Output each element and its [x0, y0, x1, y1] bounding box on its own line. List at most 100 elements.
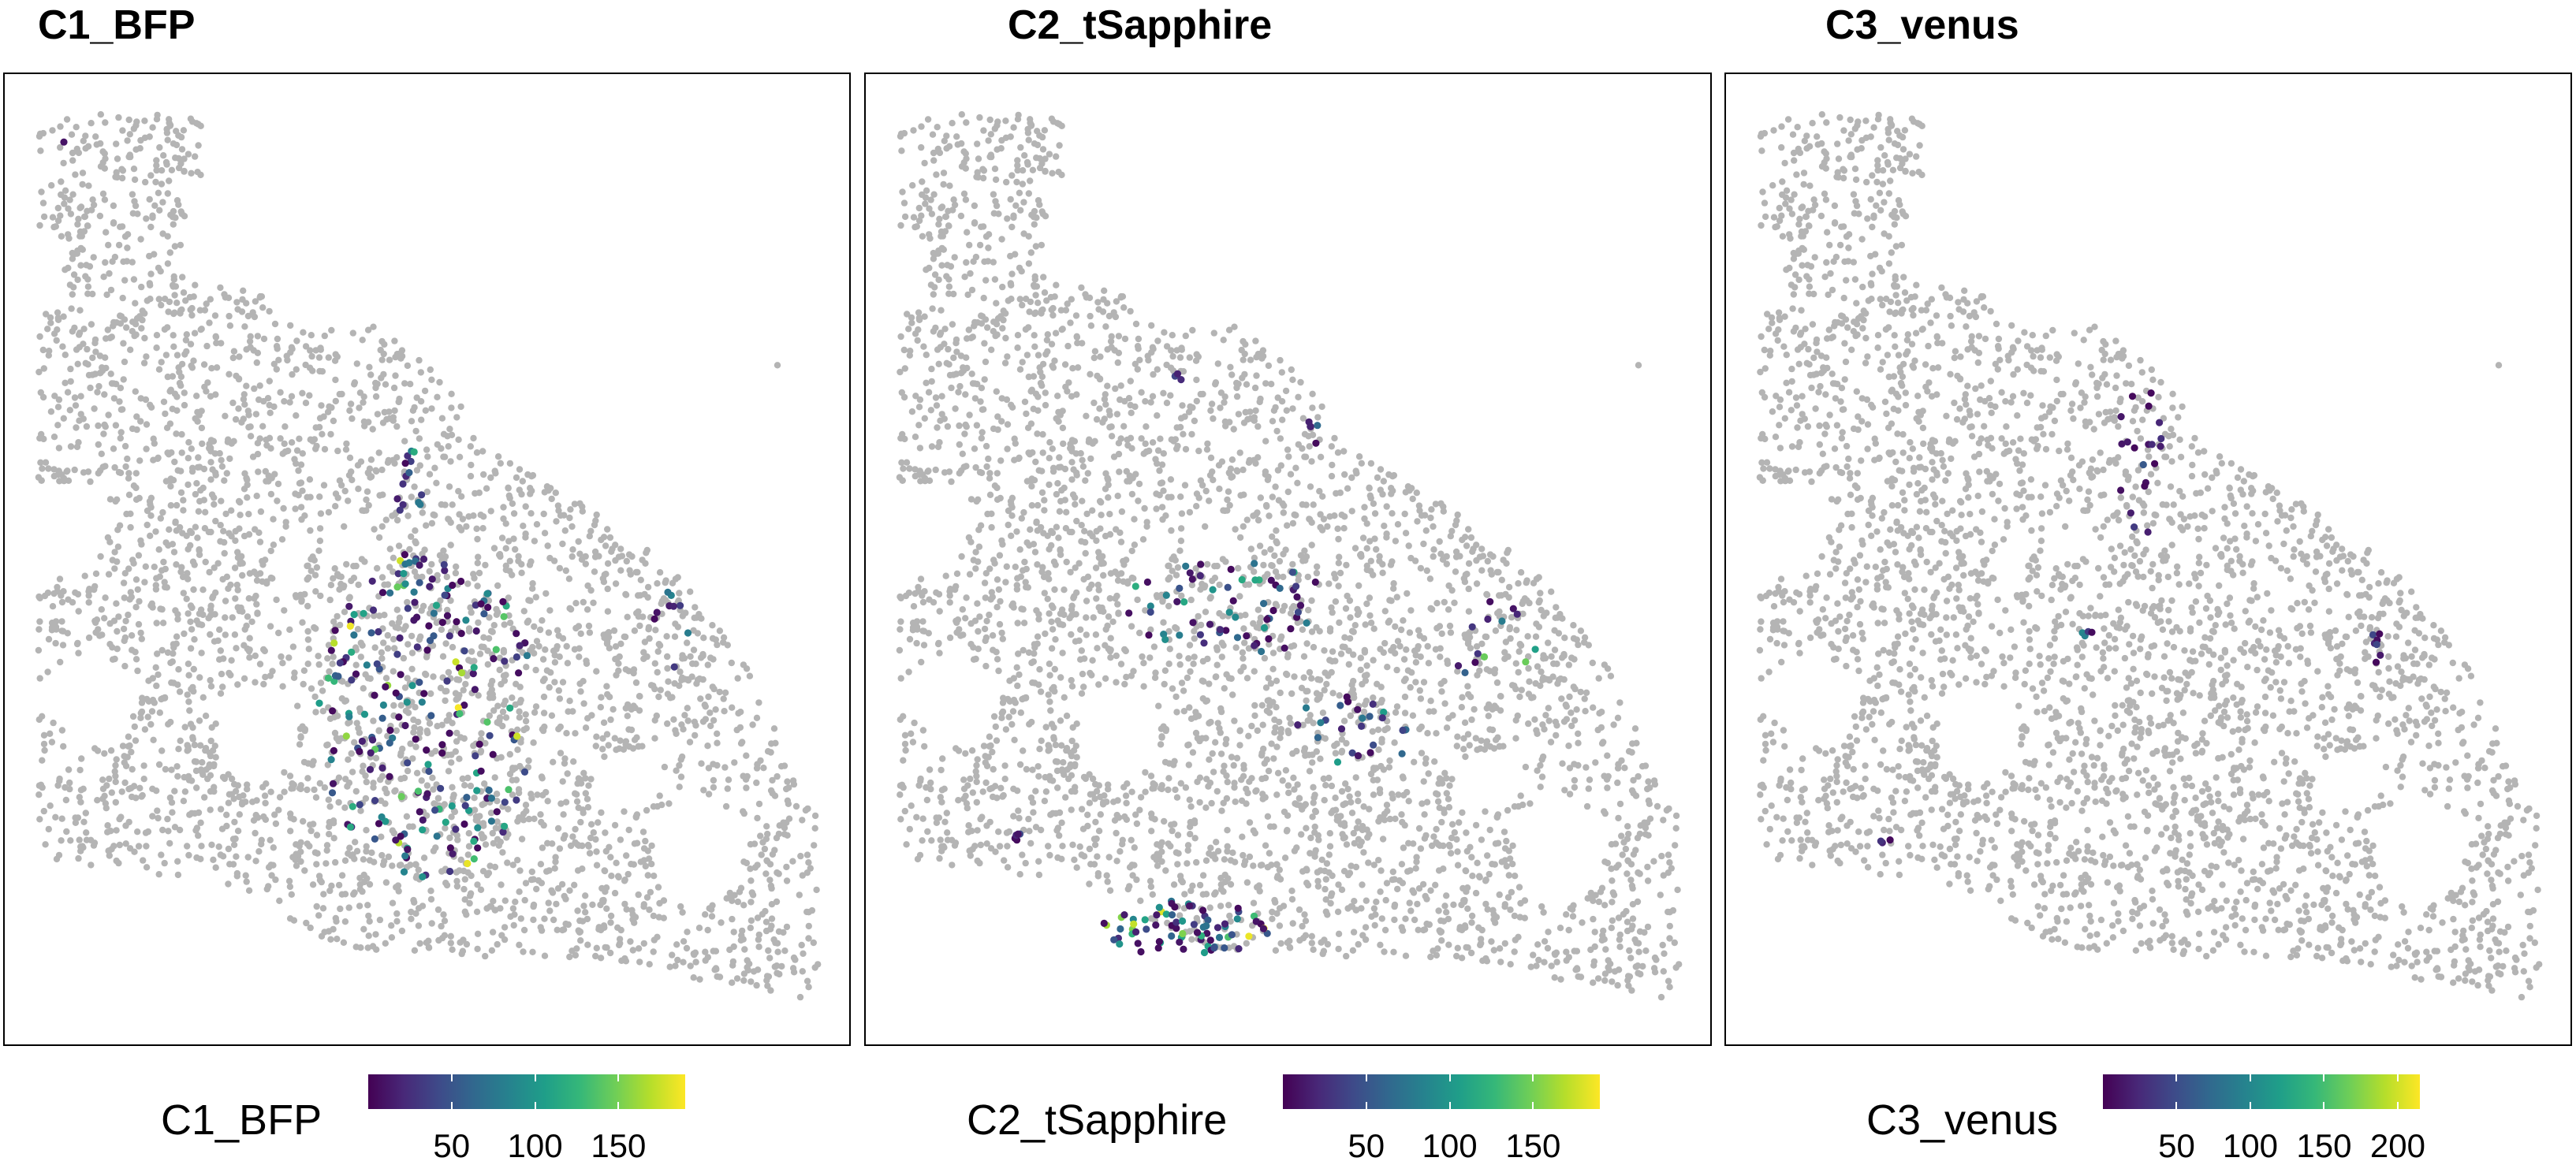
- background-point: [990, 713, 998, 720]
- background-point: [1079, 463, 1087, 470]
- background-point: [352, 944, 360, 951]
- background-point: [465, 830, 472, 837]
- background-point: [1035, 858, 1042, 865]
- background-point: [616, 941, 623, 949]
- background-point: [1114, 359, 1121, 367]
- background-point: [341, 918, 349, 925]
- background-point: [233, 299, 240, 306]
- background-point: [275, 356, 282, 363]
- background-point: [697, 695, 704, 702]
- expression-point: [513, 796, 520, 804]
- background-point: [1025, 190, 1032, 197]
- background-point: [121, 316, 129, 323]
- background-point: [36, 675, 43, 682]
- background-point: [986, 733, 993, 740]
- background-point: [1281, 854, 1289, 862]
- background-point: [185, 698, 192, 705]
- background-point: [455, 676, 463, 683]
- background-point: [1025, 260, 1033, 267]
- background-point: [654, 648, 662, 655]
- background-point: [592, 952, 599, 960]
- background-point: [938, 798, 945, 806]
- background-point: [332, 351, 339, 358]
- background-point: [1322, 885, 1329, 893]
- background-point: [1284, 782, 1292, 789]
- background-point: [498, 932, 505, 939]
- background-point: [447, 932, 454, 940]
- background-point: [1014, 620, 1021, 627]
- expression-point: [445, 729, 453, 737]
- background-point: [810, 939, 817, 947]
- background-point: [632, 914, 639, 921]
- background-point: [616, 653, 623, 661]
- background-point: [280, 504, 287, 512]
- background-point: [949, 207, 956, 214]
- background-point: [246, 337, 254, 345]
- background-point: [404, 767, 412, 775]
- expression-point: [474, 844, 482, 852]
- background-point: [684, 717, 692, 724]
- background-point: [162, 583, 169, 591]
- background-point: [1068, 737, 1076, 745]
- background-point: [423, 488, 431, 496]
- background-point: [424, 729, 431, 737]
- background-point: [729, 958, 737, 966]
- background-point: [124, 244, 131, 251]
- background-point: [92, 348, 99, 355]
- background-point: [1240, 523, 1247, 530]
- background-point: [126, 742, 133, 750]
- background-point: [698, 760, 705, 767]
- background-point: [301, 867, 308, 874]
- background-point: [569, 708, 576, 715]
- background-point: [448, 404, 455, 411]
- background-point: [121, 753, 128, 760]
- background-point: [680, 958, 687, 966]
- background-point: [725, 776, 733, 783]
- background-point: [137, 714, 144, 721]
- background-point: [595, 553, 602, 560]
- background-point: [424, 453, 431, 460]
- background-point: [1379, 569, 1386, 576]
- background-point: [128, 632, 136, 639]
- background-point: [475, 619, 482, 627]
- background-point: [168, 766, 175, 773]
- background-point: [1359, 826, 1366, 834]
- background-point: [518, 836, 526, 843]
- background-point: [1343, 739, 1350, 747]
- background-point: [1466, 742, 1473, 749]
- background-point: [467, 782, 475, 790]
- background-point: [183, 532, 190, 539]
- background-point: [1334, 525, 1341, 532]
- expression-point: [470, 855, 478, 863]
- background-point: [921, 313, 928, 320]
- background-point: [532, 594, 539, 601]
- background-point: [320, 891, 327, 898]
- background-point: [572, 730, 579, 737]
- background-point: [438, 626, 445, 633]
- background-point: [729, 897, 736, 905]
- background-point: [360, 925, 367, 933]
- background-point: [261, 647, 268, 655]
- background-point: [276, 794, 284, 801]
- background-point: [1427, 887, 1434, 895]
- background-point: [165, 828, 172, 835]
- background-point: [386, 545, 393, 553]
- background-point: [1157, 741, 1165, 748]
- background-point: [177, 307, 185, 315]
- background-point: [80, 341, 87, 348]
- background-point: [217, 647, 224, 654]
- background-point: [129, 556, 136, 564]
- background-point: [177, 737, 184, 744]
- background-point: [489, 829, 496, 837]
- background-point: [376, 916, 384, 924]
- background-point: [1335, 560, 1342, 567]
- background-point: [611, 821, 619, 829]
- background-point: [639, 556, 646, 564]
- background-point: [509, 500, 516, 508]
- background-point: [35, 646, 43, 654]
- background-point: [416, 726, 423, 733]
- background-point: [1389, 791, 1396, 798]
- background-point: [541, 915, 548, 922]
- background-point: [195, 508, 203, 515]
- background-point: [554, 926, 561, 934]
